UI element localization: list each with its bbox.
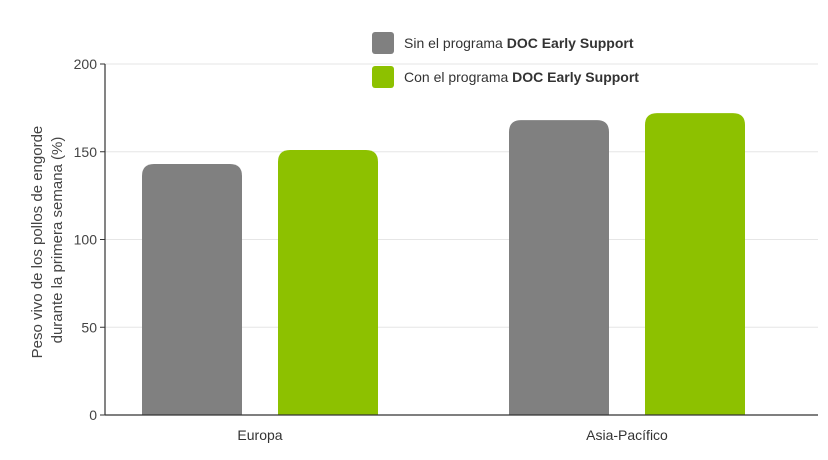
- legend-label-prefix: Con el programa: [404, 69, 512, 85]
- y-tick-label: 0: [89, 407, 97, 423]
- legend-swatch: [372, 32, 394, 54]
- legend-label: Con el programa DOC Early Support: [404, 69, 639, 85]
- bar-sin-programa-1: [509, 120, 609, 415]
- y-axis-label-line-1: Peso vivo de los pollos de engorde: [29, 126, 46, 359]
- legend-label-bold: DOC Early Support: [512, 69, 639, 85]
- y-axis-label: Peso vivo de los pollos de engorde duran…: [29, 122, 66, 359]
- legend-label: Sin el programa DOC Early Support: [404, 35, 634, 51]
- x-category-label: Asia-Pacífico: [586, 427, 668, 443]
- bar-con-programa-0: [278, 149, 378, 415]
- bars: [142, 113, 745, 415]
- x-axis-categories: Europa Asia-Pacífico: [237, 427, 668, 443]
- legend-swatch: [372, 66, 394, 88]
- legend-label-prefix: Sin el programa: [404, 35, 507, 51]
- x-category-label: Europa: [237, 427, 282, 443]
- y-axis-ticks: 0 50 100 150 200: [74, 56, 105, 423]
- bar-con-programa-1: [645, 113, 745, 415]
- y-tick-label: 200: [74, 56, 98, 72]
- y-axis-label-line-2: durante la primera semana (%): [49, 137, 66, 344]
- y-tick-label: 100: [74, 232, 98, 248]
- y-tick-label: 50: [81, 319, 97, 335]
- y-tick-label: 150: [74, 144, 98, 160]
- bar-sin-programa-0: [142, 164, 242, 415]
- legend-label-bold: DOC Early Support: [507, 35, 634, 51]
